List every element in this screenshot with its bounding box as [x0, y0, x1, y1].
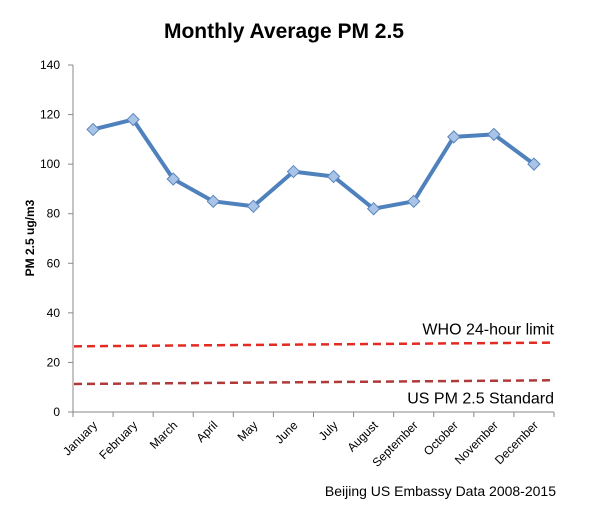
- y-tick-label: 80: [47, 207, 61, 221]
- x-tick-label: April: [194, 418, 221, 445]
- y-tick-label: 120: [40, 108, 60, 122]
- data-point-marker: [286, 164, 301, 179]
- y-axis-label: PM 2.5 ug/m3: [23, 199, 37, 276]
- axes: [72, 65, 554, 413]
- series-pm25: [86, 112, 541, 216]
- data-point-marker: [126, 112, 140, 127]
- y-tick-label: 60: [47, 256, 61, 270]
- y-tick-labels: 0 20 40 60 80 100 120 140: [40, 58, 73, 419]
- y-tick-label: 100: [40, 157, 60, 171]
- data-point-marker: [86, 122, 100, 137]
- reference-lines: WHO 24-hour limit US PM 2.5 Standard: [73, 322, 555, 407]
- x-tick-label: June: [272, 418, 301, 447]
- series-line: [92, 117, 536, 211]
- data-point-marker: [447, 130, 461, 144]
- data-point-marker: [206, 194, 220, 209]
- x-tick-label: March: [147, 418, 180, 451]
- x-tick-label: August: [344, 418, 381, 455]
- data-point-marker: [407, 194, 421, 209]
- data-point-marker: [527, 157, 541, 171]
- reference-line-label: WHO 24-hour limit: [422, 322, 554, 339]
- reference-line: [73, 341, 555, 348]
- x-tick-label: May: [235, 418, 261, 444]
- x-tick-label: January: [60, 418, 100, 458]
- y-tick-label: 40: [47, 306, 61, 320]
- data-point-marker: [366, 202, 381, 216]
- y-tick-label: 0: [53, 405, 60, 419]
- reference-line: [73, 379, 555, 386]
- y-tick-label: 140: [40, 58, 60, 72]
- x-tick-label: February: [96, 418, 140, 462]
- y-tick-label: 20: [47, 355, 61, 369]
- x-tick-label: October: [421, 418, 461, 458]
- data-point-marker: [166, 172, 180, 186]
- data-point-marker: [246, 199, 261, 213]
- source-note: Beijing US Embassy Data 2008-2015: [325, 483, 556, 499]
- chart-title: Monthly Average PM 2.5: [164, 20, 404, 43]
- reference-line-label: US PM 2.5 Standard: [407, 390, 554, 407]
- data-point-marker: [326, 169, 341, 184]
- x-tick-label: December: [492, 418, 541, 467]
- x-tick-label: July: [316, 418, 341, 443]
- data-point-marker: [487, 127, 501, 142]
